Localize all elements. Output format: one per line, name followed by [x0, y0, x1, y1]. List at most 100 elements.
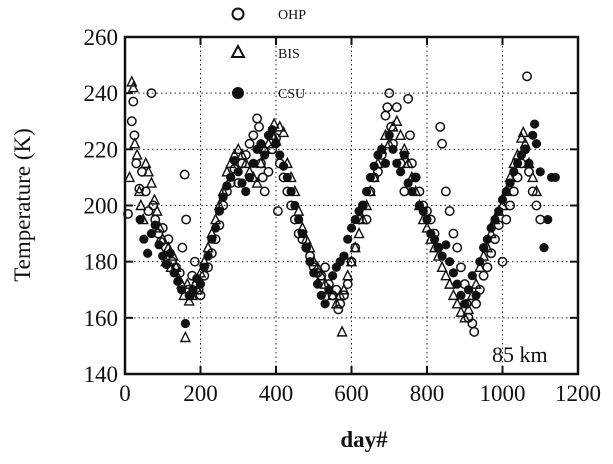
point-ohp [252, 113, 263, 124]
point-ohp [257, 172, 268, 183]
point-csu [248, 158, 258, 168]
point-bis [459, 311, 471, 323]
point-csu [362, 186, 372, 197]
legend-label-ohp: OHP [278, 8, 306, 23]
point-bis [145, 176, 158, 188]
point-csu [528, 130, 538, 140]
point-ohp [403, 93, 414, 104]
point-csu [346, 223, 357, 233]
point-csu [169, 268, 179, 278]
point-ohp [380, 110, 391, 121]
point-ohp [333, 304, 344, 315]
point-ohp [179, 169, 190, 180]
point-bis [142, 165, 155, 177]
point-csu [407, 186, 417, 197]
point-ohp [482, 262, 493, 273]
point-bis [349, 241, 361, 253]
point-csu [380, 158, 391, 168]
point-bis [357, 212, 369, 225]
point-csu [165, 248, 175, 258]
point-csu [467, 271, 477, 281]
point-bis [326, 288, 339, 301]
axis-ticks [124, 36, 579, 375]
point-csu [218, 192, 228, 202]
point-ohp [181, 214, 192, 225]
point-csu [312, 279, 323, 289]
point-csu [358, 200, 368, 211]
point-csu [460, 299, 470, 309]
point-csu [509, 167, 519, 177]
point-bis [402, 156, 414, 169]
point-csu [158, 251, 168, 261]
point-csu [139, 234, 149, 244]
point-ohp [399, 186, 410, 197]
point-bis [127, 80, 139, 93]
point-bis [342, 269, 354, 281]
point-bis [451, 297, 463, 309]
point-csu [531, 139, 542, 149]
y-axis-title: Temperature (K) [10, 128, 35, 282]
point-bis [345, 255, 358, 267]
point-bis [255, 156, 267, 169]
point-csu [471, 290, 481, 300]
point-ohp [435, 121, 446, 132]
point-csu [324, 285, 334, 295]
point-bis [131, 148, 143, 160]
point-csu [384, 130, 394, 140]
point-csu [290, 200, 300, 211]
point-csu [146, 228, 157, 239]
x-tick-label: 0 [119, 381, 131, 406]
point-csu [173, 276, 183, 286]
point-csu [214, 206, 224, 216]
point-csu [494, 206, 504, 216]
point-csu [452, 279, 462, 289]
point-ohp [131, 158, 142, 169]
point-csu [294, 214, 304, 225]
point-bis [251, 176, 263, 188]
point-csu [411, 172, 421, 183]
point-csu [233, 167, 243, 177]
point-csu [479, 243, 489, 253]
point-csu [301, 243, 311, 253]
point-bis [444, 277, 456, 289]
point-csu [513, 158, 523, 168]
point-bis [148, 193, 161, 205]
point-ohp [128, 96, 139, 107]
point-csu [497, 195, 508, 205]
point-ohp [456, 262, 466, 273]
point-ohp [444, 206, 455, 217]
point-csu [237, 178, 247, 188]
point-csu [486, 223, 496, 233]
point-csu [448, 268, 459, 278]
point-ohp [405, 130, 415, 141]
point-bis [181, 277, 193, 289]
point-csu [297, 228, 308, 239]
point-csu [150, 220, 160, 230]
x-tick-label: 1000 [480, 381, 526, 406]
point-csu [433, 243, 443, 253]
point-ohp [123, 208, 133, 219]
x-tick-label: 1200 [555, 381, 601, 406]
point-csu [520, 144, 530, 154]
point-csu [463, 285, 474, 295]
point-ohp [452, 242, 463, 253]
legend-label-bis: BIS [278, 47, 300, 62]
point-csu [203, 251, 213, 261]
point-bis [334, 288, 346, 301]
point-bis [236, 148, 248, 160]
point-bis [462, 302, 475, 315]
point-csu [195, 279, 206, 289]
point-bis [315, 269, 327, 281]
point-csu [161, 259, 172, 270]
point-bis [274, 120, 286, 132]
gridlines [125, 37, 578, 374]
point-csu [343, 234, 353, 244]
legend-label-csu: CSU [278, 87, 305, 102]
point-bis [455, 305, 467, 317]
point-csu [505, 178, 515, 188]
y-tick-label: 140 [84, 362, 119, 387]
point-csu [143, 248, 153, 258]
point-ohp [177, 242, 188, 253]
point-csu [475, 257, 485, 267]
